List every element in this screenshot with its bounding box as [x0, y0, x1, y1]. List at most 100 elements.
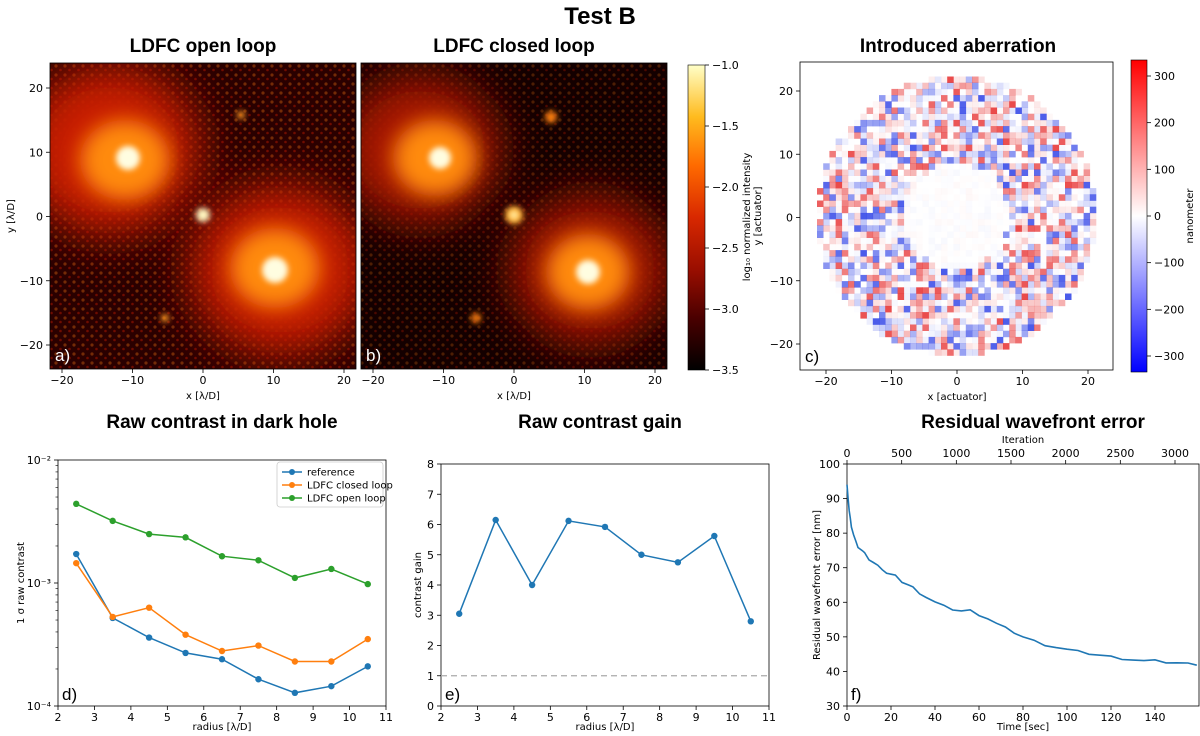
- aberration-cell: [966, 207, 973, 214]
- aberration-cell: [997, 108, 1004, 115]
- chart-e-xtick-label: 5: [547, 711, 554, 724]
- aberration-cell: [941, 250, 948, 257]
- chart-f-top-xtick-label: 1500: [997, 447, 1025, 460]
- aberration-cell: [866, 299, 874, 307]
- aberration-cell: [966, 238, 973, 245]
- aberration-cell: [941, 170, 948, 177]
- aberration-cell: [991, 182, 998, 189]
- aberration-cell: [928, 287, 936, 294]
- aberration-cell: [997, 287, 1004, 294]
- intensity-colorbar-ytick-label: −1.0: [712, 59, 739, 72]
- aberration-cell: [897, 219, 905, 226]
- aberration-cell: [922, 201, 929, 208]
- aberration-cell: [885, 150, 892, 158]
- aberration-cell: [947, 324, 954, 331]
- aberration-cell: [904, 194, 911, 201]
- aberration-cell: [991, 170, 998, 177]
- aberration-cell: [860, 256, 867, 263]
- aberration-cell: [1046, 268, 1053, 276]
- chart-e-ytick-label: 3: [427, 609, 434, 622]
- aberration-cell: [984, 343, 991, 350]
- panel-a-xlabel: x [λ/D]: [186, 391, 220, 402]
- chart-f-ytick-label: 80: [826, 527, 840, 540]
- chart-e-xtick-label: 4: [510, 711, 517, 724]
- aberration-cell: [916, 95, 923, 102]
- aberration-cell: [965, 268, 973, 276]
- panel-a-xtick-label: 20: [337, 374, 351, 387]
- aberration-cell: [1046, 237, 1053, 245]
- aberration-cell: [904, 151, 911, 158]
- aberration-cell: [823, 176, 830, 183]
- aberration-cell: [910, 293, 917, 300]
- aberration-cell: [1052, 200, 1060, 207]
- aberration-cell: [891, 181, 898, 189]
- aberration-cell: [1003, 274, 1010, 282]
- panel-b-xtick-label: −20: [361, 374, 384, 387]
- aberration-cell: [1009, 238, 1016, 245]
- aberration-cell: [904, 232, 911, 239]
- aberration-cell: [996, 262, 1004, 269]
- aberration-cell: [953, 318, 960, 325]
- aberration-cell: [891, 312, 898, 319]
- aberration-cell: [866, 150, 874, 158]
- aberration-cell: [966, 244, 973, 251]
- aberration-cell: [841, 225, 849, 232]
- aberration-cell: [978, 83, 985, 90]
- aberration-cell: [1046, 213, 1053, 220]
- aberration-cell: [898, 114, 905, 121]
- aberration-cell: [990, 305, 998, 313]
- aberration-cell: [922, 244, 929, 251]
- aberration-cell: [996, 250, 1004, 257]
- chart-d-label: d): [62, 685, 77, 704]
- aberration-cell: [1065, 231, 1072, 238]
- aberration-cell: [941, 219, 948, 226]
- aberration-cell: [935, 145, 942, 152]
- aberration-cell: [978, 89, 985, 96]
- aberration-cell: [928, 262, 936, 269]
- aberration-cell: [873, 126, 880, 133]
- aberration-cell: [1058, 157, 1066, 164]
- aberration-cell: [835, 219, 843, 226]
- aberration-cell: [953, 163, 960, 170]
- aberration-cell: [1077, 243, 1084, 251]
- aberration-cell: [959, 126, 967, 133]
- aberration-cell: [990, 132, 998, 139]
- aberration-cell: [1059, 250, 1066, 257]
- aberration-cell: [903, 293, 911, 300]
- aberration-cell: [966, 225, 973, 232]
- aberration-cell: [972, 144, 979, 152]
- aberration-cell: [1065, 145, 1072, 152]
- aberration-cell: [897, 231, 905, 238]
- aberration-cell: [941, 225, 948, 232]
- aberration-cell: [829, 169, 836, 176]
- aberration-cell: [860, 157, 867, 164]
- aberration-cell: [1003, 300, 1010, 307]
- aberration-cell: [1009, 312, 1016, 319]
- aberration-cell: [996, 293, 1004, 300]
- aberration-cell: [879, 95, 886, 102]
- chart-d-xtick-label: 3: [91, 711, 98, 724]
- aberration-cell: [885, 126, 892, 133]
- aberration-cell: [959, 305, 967, 313]
- aberration-cell: [959, 318, 967, 325]
- aberration-cell: [910, 201, 917, 208]
- aberration-cell: [972, 299, 979, 307]
- aberration-cell: [841, 281, 849, 288]
- aberration-cell: [1040, 150, 1047, 158]
- panel-b-xtick-label: −10: [432, 374, 455, 387]
- aberration-cell: [947, 201, 954, 208]
- aberration-cell: [823, 200, 830, 207]
- aberration-cell: [1027, 262, 1035, 269]
- chart-f-ytick-label: 30: [826, 700, 840, 713]
- aberration-cell: [934, 113, 942, 121]
- aberration-cell: [872, 101, 880, 108]
- aberration-cell: [1046, 299, 1053, 307]
- chart-d-xtick-label: 7: [237, 711, 244, 724]
- aberration-cell: [934, 281, 942, 288]
- aberration-cell: [854, 275, 861, 282]
- aberration-cell: [941, 207, 948, 214]
- aberration-cell: [916, 262, 923, 269]
- panel-c-ytick-label: −20: [770, 338, 793, 351]
- aberration-cell: [991, 213, 998, 220]
